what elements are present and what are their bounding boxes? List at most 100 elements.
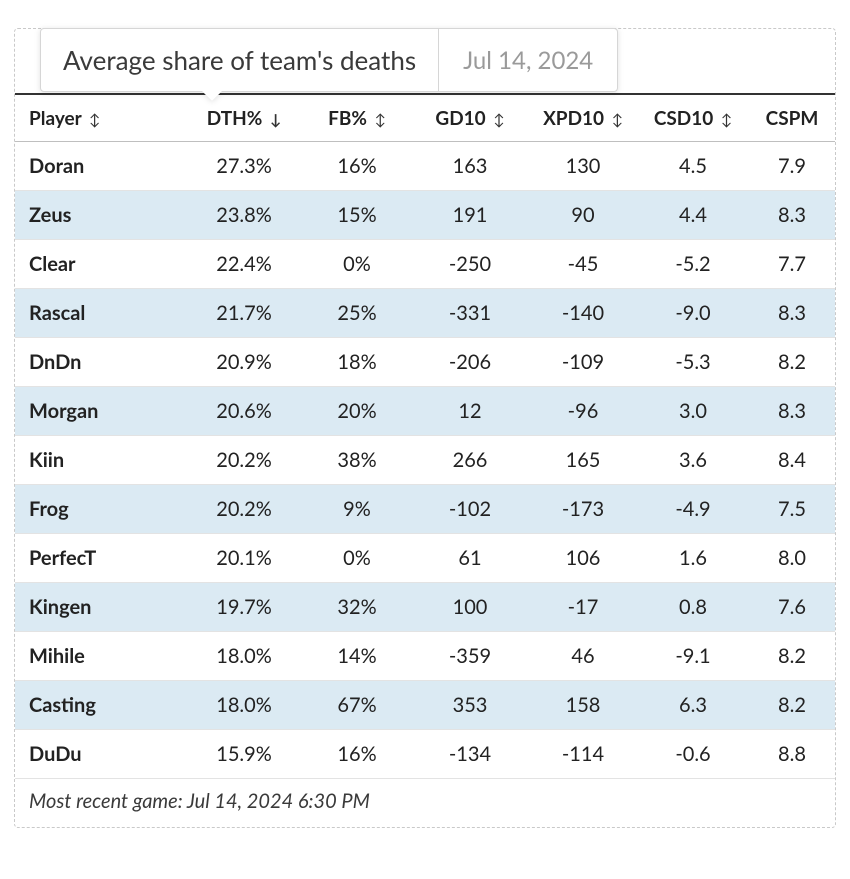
- cell-gd10: 163: [411, 142, 529, 191]
- cell-dth: 15.9%: [185, 730, 303, 779]
- column-header-gd10[interactable]: GD10 ↕: [411, 94, 529, 142]
- table-row[interactable]: Rascal21.7%25%-331-140-9.08.3: [15, 289, 835, 338]
- cell-csd10: -5.3: [637, 338, 749, 387]
- page-root: Average share of team's deaths Jul 14, 2…: [0, 28, 850, 828]
- table-row[interactable]: Clear22.4%0%-250-45-5.27.7: [15, 240, 835, 289]
- tooltip-date: Jul 14, 2024: [438, 28, 618, 92]
- sort-icon: ↕: [375, 113, 386, 128]
- table-row[interactable]: Morgan20.6%20%12-963.08.3: [15, 387, 835, 436]
- sort-icon: ↕: [89, 113, 100, 128]
- cell-dth: 27.3%: [185, 142, 303, 191]
- cell-gd10: -359: [411, 632, 529, 681]
- cell-csd10: 3.6: [637, 436, 749, 485]
- table-row[interactable]: Frog20.2%9%-102-173-4.97.5: [15, 485, 835, 534]
- cell-player: Zeus: [15, 191, 185, 240]
- tooltip-text: Average share of team's deaths: [63, 44, 416, 76]
- cell-player: DnDn: [15, 338, 185, 387]
- cell-dth: 20.6%: [185, 387, 303, 436]
- cell-fb: 0%: [303, 534, 411, 583]
- cell-cspm: 8.0: [749, 534, 835, 583]
- table-row[interactable]: Kiin20.2%38%2661653.68.4: [15, 436, 835, 485]
- cell-gd10: -102: [411, 485, 529, 534]
- sort-desc-icon: ↓: [270, 113, 281, 128]
- player-stats-table: Player ↕DTH% ↓FB% ↕GD10 ↕XPD10 ↕CSD10 ↕ C…: [15, 93, 835, 779]
- cell-dth: 20.2%: [185, 436, 303, 485]
- column-header-dth[interactable]: DTH% ↓: [185, 94, 303, 142]
- cell-fb: 38%: [303, 436, 411, 485]
- table-row[interactable]: Zeus23.8%15%191904.48.3: [15, 191, 835, 240]
- sort-icon: ↕: [493, 113, 504, 128]
- cell-cspm: 7.5: [749, 485, 835, 534]
- cell-dth: 22.4%: [185, 240, 303, 289]
- table-row[interactable]: PerfecT20.1%0%611061.68.0: [15, 534, 835, 583]
- cell-cspm: 7.7: [749, 240, 835, 289]
- cell-player: Casting: [15, 681, 185, 730]
- table-row[interactable]: DuDu15.9%16%-134-114-0.68.8: [15, 730, 835, 779]
- cell-xpd10: 130: [529, 142, 637, 191]
- cell-player: DuDu: [15, 730, 185, 779]
- cell-gd10: -250: [411, 240, 529, 289]
- cell-csd10: -5.2: [637, 240, 749, 289]
- cell-csd10: 1.6: [637, 534, 749, 583]
- cell-csd10: 6.3: [637, 681, 749, 730]
- cell-xpd10: -45: [529, 240, 637, 289]
- table-row[interactable]: Mihile18.0%14%-35946-9.18.2: [15, 632, 835, 681]
- cell-player: Clear: [15, 240, 185, 289]
- cell-dth: 18.0%: [185, 632, 303, 681]
- cell-cspm: 8.3: [749, 289, 835, 338]
- cell-xpd10: -17: [529, 583, 637, 632]
- cell-csd10: 4.5: [637, 142, 749, 191]
- table-row[interactable]: DnDn20.9%18%-206-109-5.38.2: [15, 338, 835, 387]
- cell-cspm: 8.2: [749, 632, 835, 681]
- cell-player: PerfecT: [15, 534, 185, 583]
- cell-gd10: 353: [411, 681, 529, 730]
- column-header-label: CSPM: [766, 107, 819, 130]
- cell-player: Doran: [15, 142, 185, 191]
- cell-dth: 18.0%: [185, 681, 303, 730]
- column-header-cspm[interactable]: CSPM: [749, 94, 835, 142]
- cell-player: Kiin: [15, 436, 185, 485]
- cell-dth: 21.7%: [185, 289, 303, 338]
- cell-csd10: 3.0: [637, 387, 749, 436]
- cell-fb: 20%: [303, 387, 411, 436]
- cell-csd10: 4.4: [637, 191, 749, 240]
- cell-cspm: 8.4: [749, 436, 835, 485]
- table-header-row: Player ↕DTH% ↓FB% ↕GD10 ↕XPD10 ↕CSD10 ↕ C…: [15, 94, 835, 142]
- cell-xpd10: 158: [529, 681, 637, 730]
- cell-cspm: 8.2: [749, 681, 835, 730]
- cell-fb: 16%: [303, 142, 411, 191]
- column-header-fb[interactable]: FB% ↕: [303, 94, 411, 142]
- cell-csd10: -0.6: [637, 730, 749, 779]
- cell-fb: 0%: [303, 240, 411, 289]
- cell-player: Morgan: [15, 387, 185, 436]
- table-row[interactable]: Casting18.0%67%3531586.38.2: [15, 681, 835, 730]
- column-header-csd10[interactable]: CSD10 ↕: [637, 94, 749, 142]
- cell-gd10: 12: [411, 387, 529, 436]
- cell-player: Kingen: [15, 583, 185, 632]
- cell-csd10: -9.0: [637, 289, 749, 338]
- cell-fb: 67%: [303, 681, 411, 730]
- cell-gd10: -206: [411, 338, 529, 387]
- column-header-player[interactable]: Player ↕: [15, 94, 185, 142]
- stats-panel: Player ↕DTH% ↓FB% ↕GD10 ↕XPD10 ↕CSD10 ↕ C…: [14, 28, 836, 828]
- table-row[interactable]: Kingen19.7%32%100-170.87.6: [15, 583, 835, 632]
- cell-gd10: -331: [411, 289, 529, 338]
- cell-xpd10: 106: [529, 534, 637, 583]
- table-row[interactable]: Doran27.3%16%1631304.57.9: [15, 142, 835, 191]
- cell-dth: 23.8%: [185, 191, 303, 240]
- most-recent-game-footnote: Most recent game: Jul 14, 2024 6:30 PM: [15, 779, 835, 813]
- cell-gd10: 61: [411, 534, 529, 583]
- cell-xpd10: 46: [529, 632, 637, 681]
- cell-csd10: -4.9: [637, 485, 749, 534]
- column-header-xpd10[interactable]: XPD10 ↕: [529, 94, 637, 142]
- cell-gd10: 266: [411, 436, 529, 485]
- cell-cspm: 7.9: [749, 142, 835, 191]
- table-body: Doran27.3%16%1631304.57.9Zeus23.8%15%191…: [15, 142, 835, 779]
- cell-fb: 32%: [303, 583, 411, 632]
- cell-xpd10: -109: [529, 338, 637, 387]
- cell-cspm: 8.2: [749, 338, 835, 387]
- cell-player: Rascal: [15, 289, 185, 338]
- cell-cspm: 8.8: [749, 730, 835, 779]
- cell-fb: 14%: [303, 632, 411, 681]
- cell-gd10: 100: [411, 583, 529, 632]
